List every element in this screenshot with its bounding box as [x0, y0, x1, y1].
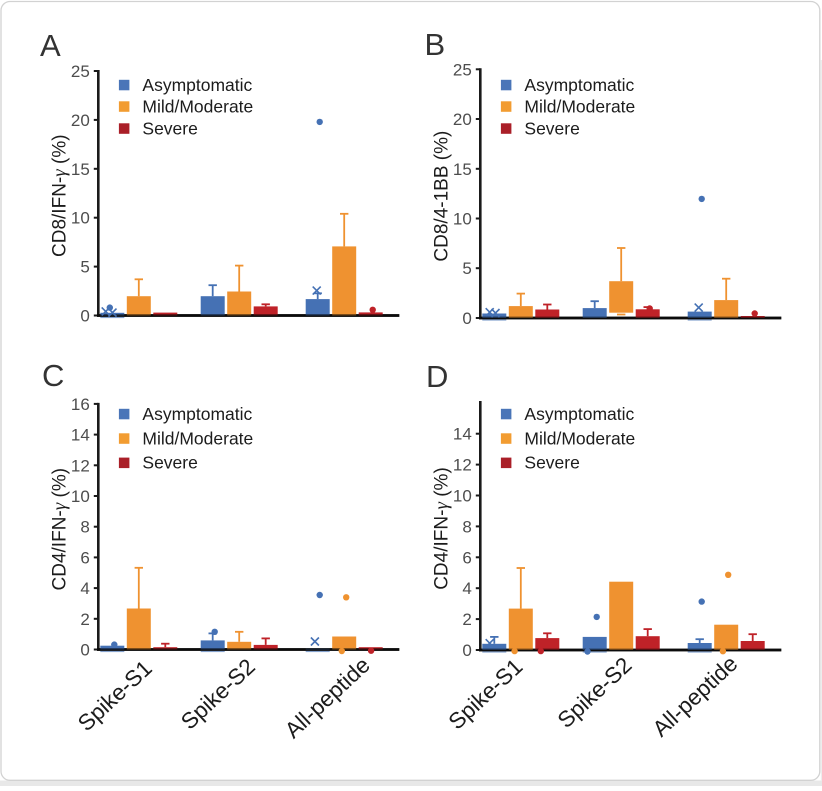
svg-text:15: 15: [453, 160, 472, 179]
svg-text:2: 2: [462, 610, 471, 629]
svg-text:8: 8: [80, 518, 89, 537]
svg-text:6: 6: [462, 548, 471, 567]
svg-text:10: 10: [71, 209, 90, 228]
svg-text:20: 20: [453, 110, 472, 129]
svg-text:Severe: Severe: [524, 453, 579, 473]
svg-text:Mild/Moderate: Mild/Moderate: [524, 96, 635, 116]
svg-text:CD8/4-1BB (%): CD8/4-1BB (%): [431, 131, 452, 262]
svg-text:6: 6: [80, 548, 89, 567]
svg-text:25: 25: [453, 60, 472, 79]
svg-text:Mild/Moderate: Mild/Moderate: [142, 428, 253, 448]
svg-text:CD4/IFN-γ (%): CD4/IFN-γ (%): [49, 468, 70, 591]
svg-text:Mild/Moderate: Mild/Moderate: [142, 96, 253, 116]
svg-text:Asymptomatic: Asymptomatic: [524, 404, 634, 424]
svg-text:4: 4: [462, 579, 471, 598]
svg-text:5: 5: [80, 258, 89, 277]
svg-text:8: 8: [462, 517, 471, 536]
svg-text:10: 10: [453, 487, 472, 506]
svg-text:B: B: [425, 27, 446, 62]
svg-text:Asymptomatic: Asymptomatic: [142, 75, 252, 95]
svg-text:Asymptomatic: Asymptomatic: [142, 404, 252, 424]
svg-text:5: 5: [462, 259, 471, 278]
svg-text:Severe: Severe: [524, 118, 579, 138]
svg-text:D: D: [426, 359, 448, 394]
svg-text:12: 12: [71, 456, 90, 475]
svg-text:CD8/IFN-γ (%): CD8/IFN-γ (%): [49, 134, 70, 257]
svg-text:0: 0: [462, 641, 471, 660]
svg-text:14: 14: [453, 425, 472, 444]
svg-text:Asymptomatic: Asymptomatic: [524, 75, 634, 95]
svg-text:2: 2: [80, 610, 89, 629]
svg-text:C: C: [42, 358, 64, 393]
svg-text:12: 12: [453, 456, 472, 475]
svg-text:10: 10: [71, 487, 90, 506]
svg-text:Mild/Moderate: Mild/Moderate: [524, 428, 635, 448]
svg-text:0: 0: [80, 307, 89, 326]
svg-text:16: 16: [71, 395, 90, 414]
svg-text:25: 25: [71, 62, 90, 81]
svg-text:0: 0: [80, 641, 89, 660]
svg-text:14: 14: [71, 426, 90, 445]
svg-text:20: 20: [71, 111, 90, 130]
svg-text:10: 10: [453, 210, 472, 229]
svg-text:15: 15: [71, 160, 90, 179]
svg-text:CD4/IFN-γ (%): CD4/IFN-γ (%): [431, 467, 452, 590]
svg-text:A: A: [40, 28, 61, 63]
svg-text:Severe: Severe: [142, 453, 197, 473]
svg-text:4: 4: [80, 579, 89, 598]
svg-text:0: 0: [462, 309, 471, 328]
svg-text:Severe: Severe: [142, 118, 197, 138]
